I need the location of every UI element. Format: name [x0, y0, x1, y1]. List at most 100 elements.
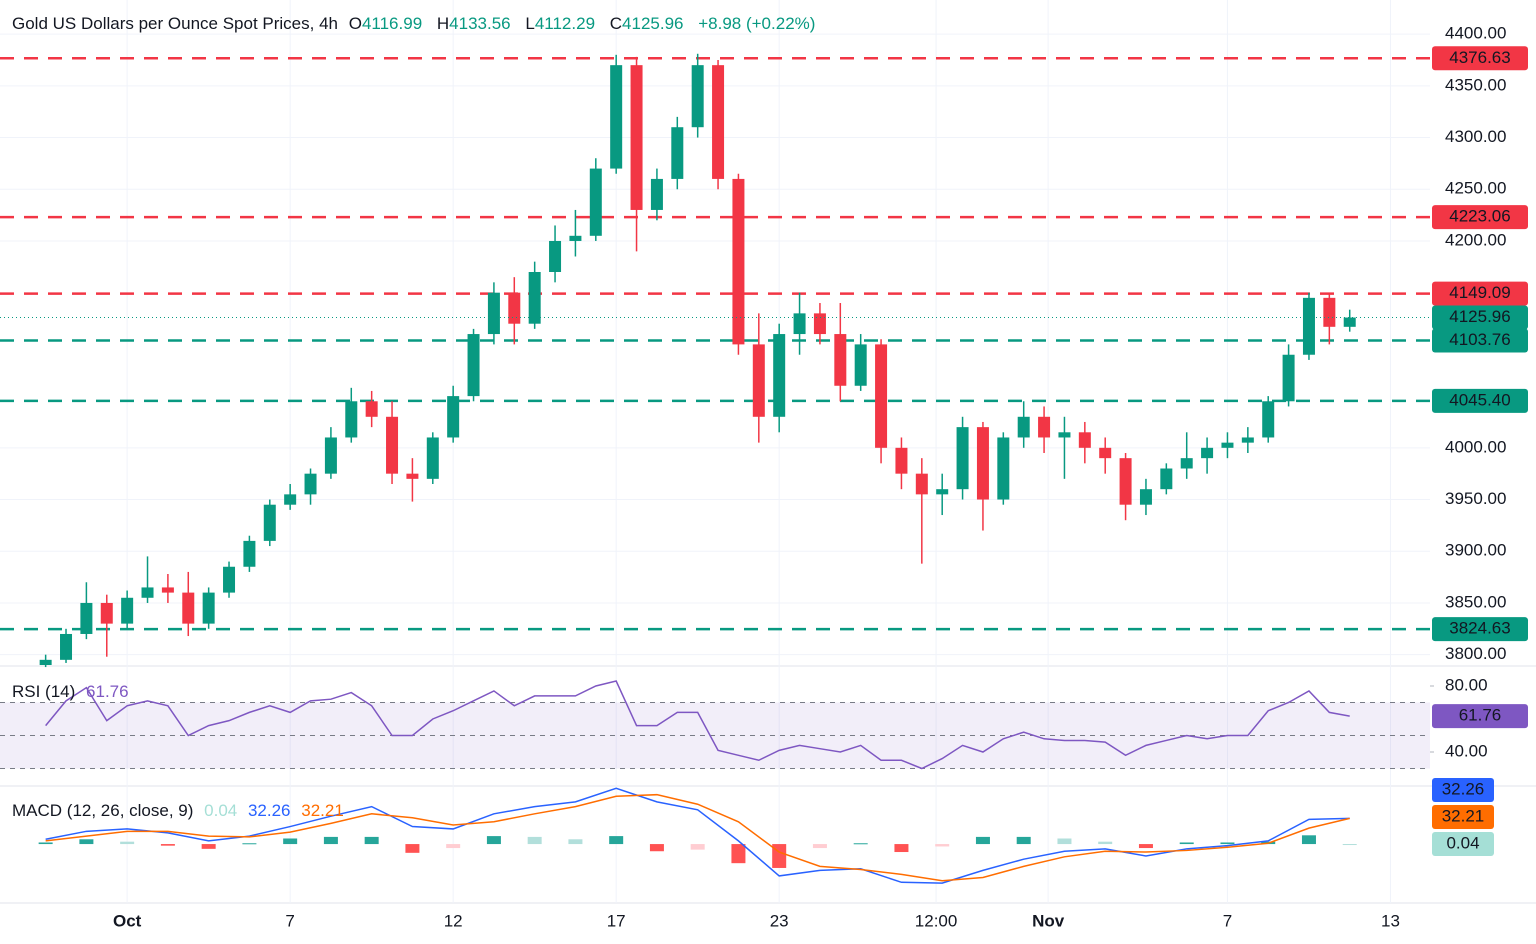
candle-body — [1139, 489, 1152, 505]
y-tick-label: 3950.00 — [1445, 489, 1506, 508]
candle-body — [1302, 297, 1315, 355]
candle-body — [1323, 297, 1336, 327]
candle-body — [182, 592, 195, 624]
macd-histogram-bar — [1098, 841, 1113, 845]
candle-body — [487, 292, 500, 335]
level-tag-label: 4045.40 — [1449, 390, 1510, 409]
candle-body — [284, 494, 297, 505]
candle-body — [467, 334, 480, 397]
candle-body — [732, 178, 745, 345]
candle-body — [1017, 416, 1030, 438]
signal-value: 32.21 — [301, 801, 344, 820]
rsi-title: RSI (14) — [12, 682, 76, 701]
ohlc-value: 4125.96 — [622, 14, 684, 33]
macd-histogram-bar — [1301, 835, 1316, 845]
candle-body — [406, 473, 419, 479]
candle-body — [1343, 317, 1356, 327]
candle-body — [508, 292, 521, 324]
level-tag — [1432, 46, 1528, 71]
rsi-value: 61.76 — [86, 682, 129, 701]
candle-body — [80, 602, 93, 634]
title: Gold US Dollars per Ounce Spot Prices, 4… — [12, 14, 338, 33]
x-tick-label: 7 — [1223, 911, 1232, 930]
macd-histogram-bar — [79, 839, 94, 845]
candle-body — [345, 401, 358, 438]
candle-body — [447, 396, 460, 438]
level-tag — [1432, 388, 1528, 413]
candle-body — [589, 168, 602, 236]
candle-body — [956, 427, 969, 490]
candle-body — [121, 597, 134, 624]
candle-body — [1241, 437, 1254, 443]
candle-body — [1038, 416, 1051, 438]
level-tag-label: 4376.63 — [1449, 48, 1510, 67]
candle-body — [691, 65, 704, 128]
candle-body — [569, 235, 582, 241]
y-tick-label: 4250.00 — [1445, 179, 1506, 198]
candle-body — [161, 587, 174, 593]
macd-histogram-bar — [405, 844, 420, 853]
ohlc-label: O — [348, 14, 362, 33]
change: +8.98 (+0.22%) — [698, 14, 816, 33]
macd-tag — [1432, 778, 1494, 802]
ohlc-value: 4116.99 — [361, 14, 423, 33]
candle-body — [324, 437, 337, 474]
x-tick-label: 17 — [607, 911, 626, 930]
level-tag — [1432, 617, 1528, 642]
y-tick-label: 3850.00 — [1445, 592, 1506, 611]
candle-body — [528, 271, 541, 324]
candle-body — [365, 401, 378, 417]
level-tag — [1432, 328, 1528, 353]
x-tick-label: Oct — [113, 911, 142, 930]
candle-body — [1160, 468, 1173, 490]
macd-histogram-bar — [649, 844, 664, 852]
candle-body — [1180, 458, 1193, 469]
y-tick-label: 3800.00 — [1445, 644, 1506, 663]
candle-body — [60, 633, 73, 660]
candle-body — [854, 344, 867, 386]
macd-histogram-bar — [812, 844, 827, 849]
macd-histogram-bar — [160, 844, 175, 846]
y-tick-label: 3900.00 — [1445, 541, 1506, 560]
macd-line — [45, 787, 1350, 884]
rsi-tag-label: 61.76 — [1459, 706, 1502, 725]
candle-body — [1262, 401, 1275, 438]
macd-tag-label: 32.26 — [1442, 779, 1485, 798]
level-tag — [1432, 281, 1528, 306]
x-tick-label: 13 — [1381, 911, 1400, 930]
candle-body — [976, 427, 989, 500]
y-tick-label: 40.00 — [1445, 741, 1488, 760]
macd-histogram-bar — [894, 844, 909, 853]
macd-histogram-bar — [1179, 842, 1194, 845]
ohlc-value: 4112.29 — [534, 14, 596, 33]
macd-histogram-bar — [1342, 844, 1357, 846]
x-tick-label: 12:00 — [915, 911, 958, 930]
candle-body — [1078, 432, 1091, 448]
candle-body — [895, 447, 908, 474]
rsi-tag — [1432, 704, 1528, 729]
level-tag-label: 3824.63 — [1449, 619, 1510, 638]
macd-histogram-bar — [1138, 844, 1153, 849]
level-tag — [1432, 205, 1528, 230]
level-tag-label: 4223.06 — [1449, 207, 1510, 226]
macd-histogram-bar — [853, 843, 868, 845]
macd-value: 32.26 — [247, 801, 291, 820]
candle-body — [39, 659, 52, 665]
macd-histogram-bar — [486, 836, 501, 845]
level-tag-label: 4103.76 — [1449, 330, 1510, 349]
candle-body — [386, 416, 399, 474]
candle-body — [650, 178, 663, 210]
macd-histogram-bar — [283, 838, 298, 845]
candle-body — [1221, 442, 1234, 448]
candle-body — [243, 540, 256, 567]
candle-body — [773, 334, 786, 417]
macd-histogram-bar — [1220, 842, 1235, 845]
macd-histogram-bar — [731, 844, 746, 864]
macd-histogram-bar — [690, 844, 705, 850]
candle-body — [936, 489, 949, 495]
candle-body — [630, 65, 643, 210]
macd-histogram-bar — [446, 844, 461, 849]
y-tick-label: 4200.00 — [1445, 230, 1506, 249]
macd-histogram-bar — [568, 839, 583, 845]
